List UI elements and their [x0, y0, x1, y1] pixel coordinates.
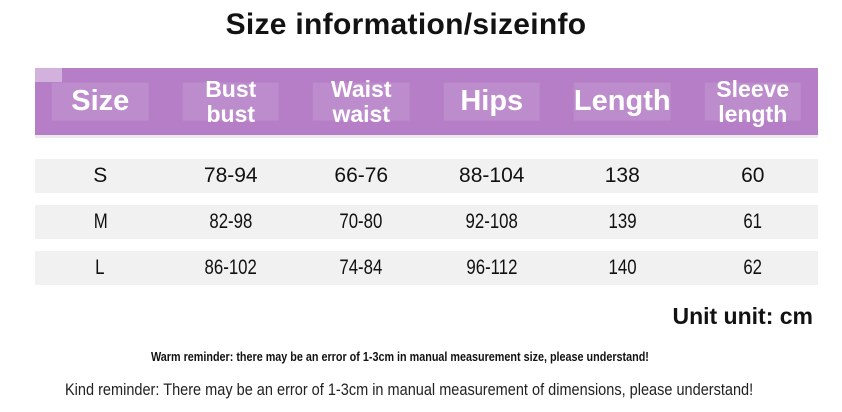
- column-header-bust: Bust bust: [166, 68, 297, 135]
- column-header-length: Length: [557, 68, 688, 135]
- header-overlay-box: [51, 82, 149, 121]
- table-cell-sleeve: 60: [741, 164, 765, 187]
- column-header-label: Sleeve: [716, 76, 790, 103]
- unit-label: Unit unit: cm: [672, 303, 813, 329]
- size-cell: S: [93, 164, 108, 187]
- table-cell-length: 138: [604, 164, 640, 187]
- table-header-row: Size Bust bust Waist waist Hips Length: [35, 68, 818, 138]
- table-cell-waist: 74-84: [339, 256, 383, 279]
- table-row-size-s: S 78-94 66-76 88-104 138 60: [35, 159, 818, 193]
- kind-reminder-text: Kind reminder: There may be an error of …: [65, 381, 754, 399]
- column-header-sleeve-length: Sleeve length: [688, 68, 819, 135]
- table-cell-bust: 82-98: [209, 210, 253, 233]
- table-cell-hips: 96-112: [466, 256, 518, 279]
- warm-reminder-text: Warm reminder: there may be an error of …: [151, 349, 649, 364]
- column-header-waist: Waist waist: [296, 68, 427, 135]
- table-row-size-l: L 86-102 74-84 96-112 140 62: [35, 251, 818, 285]
- table-cell-sleeve: 61: [743, 210, 763, 233]
- header-overlay-box: [573, 82, 671, 121]
- header-overlay-box: [312, 82, 410, 121]
- table-cell-length: 140: [608, 256, 637, 279]
- table-cell-bust: 86-102: [204, 256, 257, 279]
- header-overlay-box: [443, 82, 541, 121]
- size-cell: L: [95, 256, 105, 279]
- column-header-label: length: [718, 100, 788, 127]
- table-cell-length: 139: [608, 210, 637, 233]
- page-title: Size information/sizeinfo: [225, 8, 587, 41]
- header-corner-artifact: [35, 68, 62, 82]
- table-cell-waist: 70-80: [339, 210, 383, 233]
- column-header-label: Length: [573, 85, 671, 118]
- table-cell-hips: 92-108: [465, 210, 518, 233]
- table-cell-waist: 66-76: [334, 164, 389, 187]
- column-header-label: Hips: [460, 85, 524, 118]
- column-header-label: bust: [206, 100, 256, 127]
- table-cell-hips: 88-104: [459, 164, 525, 187]
- size-cell: M: [93, 210, 108, 233]
- table-cell-bust: 78-94: [203, 164, 258, 187]
- column-header-label: Waist: [331, 76, 392, 103]
- header-overlay-box: [704, 82, 802, 121]
- column-header-label: Bust: [205, 76, 257, 103]
- size-table: Size Bust bust Waist waist Hips Length: [35, 68, 818, 285]
- table-cell-sleeve: 62: [743, 256, 763, 279]
- column-header-hips: Hips: [427, 68, 558, 135]
- column-header-label: waist: [332, 100, 391, 127]
- column-header-size: Size: [35, 68, 166, 135]
- column-header-label: Size: [71, 85, 130, 118]
- header-overlay-box: [182, 82, 280, 121]
- table-row-size-m: M 82-98 70-80 92-108 139 61: [35, 205, 818, 239]
